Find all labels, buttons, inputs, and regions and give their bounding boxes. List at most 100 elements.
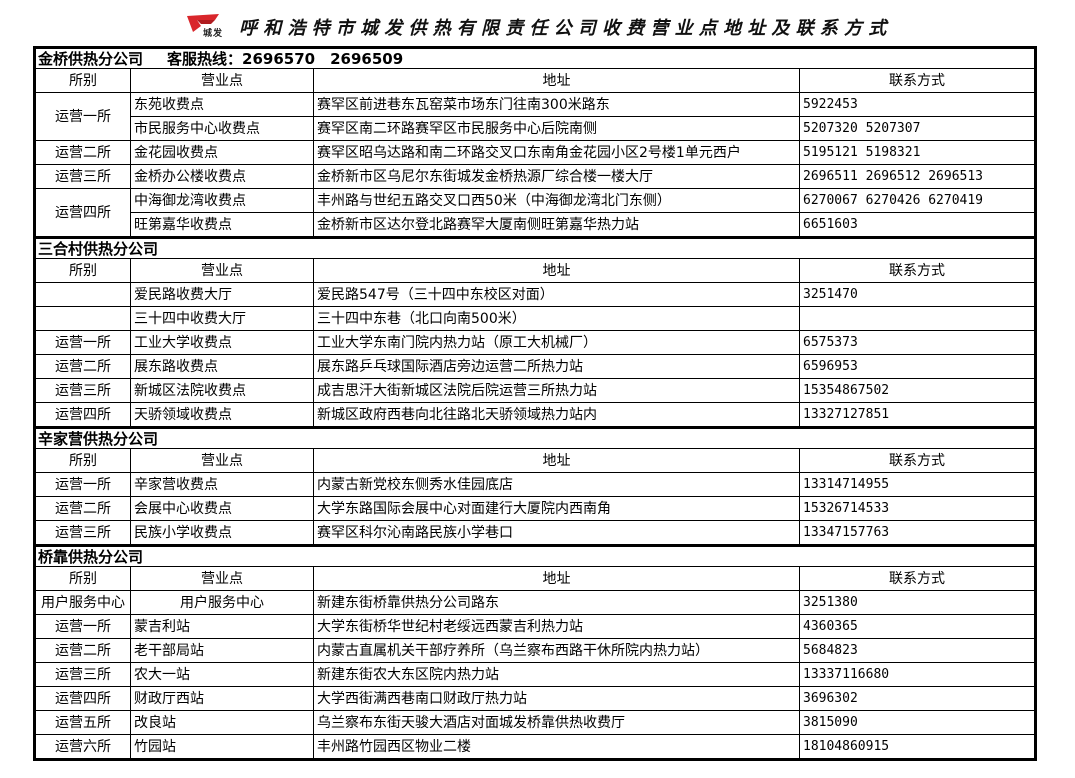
fee-point-cell: 市民服务中心收费点 — [130, 116, 314, 141]
section-title-cell: 金桥供热分公司 客服热线：2696570 2696509 — [33, 47, 1037, 69]
table-row: 爱民路收费大厅 爱民路547号（三十四中东校区对面） 3251470 — [34, 282, 1037, 307]
col-header-address: 地址 — [313, 448, 800, 473]
col-header-contact: 联系方式 — [798, 68, 1037, 93]
col-header-dept: 所别 — [34, 566, 131, 591]
dept-cell: 运营一所 — [34, 330, 131, 355]
contact-cell: 5195121 5198321 — [798, 140, 1037, 165]
contact-cell: 13337116680 — [798, 662, 1037, 687]
col-header-point: 营业点 — [130, 566, 314, 591]
fee-point-cell: 会展中心收费点 — [130, 496, 314, 521]
address-cell: 赛罕区南二环路赛罕区市民服务中心后院南侧 — [313, 116, 800, 141]
table-row: 运营六所 竹园站 丰州路竹园西区物业二楼 18104860915 — [34, 734, 1037, 760]
address-cell: 丰州路与世纪五路交叉口西50米（中海御龙湾北门东侧） — [313, 188, 800, 213]
address-cell: 大学东街桥华世纪村老绥远西蒙吉利热力站 — [313, 614, 800, 639]
dept-cell: 运营二所 — [34, 638, 131, 663]
dept-cell: 运营二所 — [34, 496, 131, 521]
logo-swoosh-icon — [187, 14, 219, 32]
table-row: 运营四所 中海御龙湾收费点 丰州路与世纪五路交叉口西50米（中海御龙湾北门东侧） 62… — [34, 188, 1037, 238]
fee-point-cell: 中海御龙湾收费点 — [130, 188, 314, 213]
table-row: 用户服务中心 用户服务中心 新建东街桥靠供热分公司路东 3251380 — [34, 590, 1037, 615]
fee-point-cell: 财政厅西站 — [130, 686, 314, 711]
contact-cell: 6651603 — [798, 212, 1037, 238]
address-cell: 三十四中东巷（北口向南500米） — [313, 306, 800, 331]
contact-cell: 4360365 — [798, 614, 1037, 639]
fee-point-cell: 老干部局站 — [130, 638, 314, 663]
contact-cell: 5922453 — [798, 92, 1037, 117]
table-row: 运营二所 金花园收费点 赛罕区昭乌达路和南二环路交叉口东南角金花园小区2号楼1单元西… — [34, 140, 1037, 165]
table-row: 运营四所 财政厅西站 大学西街满西巷南口财政厅热力站 3696302 — [34, 686, 1037, 711]
fee-point-cell: 用户服务中心 — [130, 590, 314, 615]
address-cell: 新建东街桥靠供热分公司路东 — [313, 590, 800, 615]
address-cell: 展东路乒乓球国际酒店旁边运营二所热力站 — [313, 354, 800, 379]
dept-cell: 运营三所 — [34, 164, 131, 189]
section-name: 三合村供热分公司 — [38, 239, 159, 258]
fee-point-cell: 展东路收费点 — [130, 354, 314, 379]
fee-point-cell: 新城区法院收费点 — [130, 378, 314, 403]
table-row: 运营一所 东苑收费点 赛罕区前进巷东瓦窑菜市场东门往南300米路东 5922453 — [34, 92, 1037, 141]
contact-cell: 13314714955 — [798, 472, 1037, 497]
col-header-contact: 联系方式 — [798, 566, 1037, 591]
table-row: 运营五所 改良站 乌兰察布东街天骏大酒店对面城发桥靠供热收费厅 3815090 — [34, 710, 1037, 735]
col-header-point: 营业点 — [130, 68, 314, 93]
col-header-dept: 所别 — [34, 68, 131, 93]
column-header-row: 所别 营业点 地址 联系方式 — [34, 258, 1037, 283]
dept-cell — [34, 282, 131, 307]
page-title: 呼和浩特市城发供热有限责任公司收费营业点地址及联系方式 — [239, 18, 893, 39]
column-header-row: 所别 营业点 地址 联系方式 — [34, 448, 1037, 473]
address-cell: 内蒙古直属机关干部疗养所（乌兰察布西路干休所院内热力站） — [313, 638, 800, 663]
table-row: 运营一所 蒙吉利站 大学东街桥华世纪村老绥远西蒙吉利热力站 4360365 — [34, 614, 1037, 639]
dept-cell: 运营四所 — [34, 188, 131, 238]
fee-point-cell: 金花园收费点 — [130, 140, 314, 165]
dept-cell — [34, 306, 131, 331]
fee-point-cell: 天骄领域收费点 — [130, 402, 314, 428]
table-row: 运营三所 民族小学收费点 赛罕区科尔沁南路民族小学巷口 13347157763 — [34, 520, 1037, 546]
fee-point-cell: 改良站 — [130, 710, 314, 735]
dept-cell: 运营四所 — [34, 686, 131, 711]
dept-cell: 运营六所 — [34, 734, 131, 760]
table-row: 运营三所 新城区法院收费点 成吉思汗大街新城区法院后院运营三所热力站 15354867… — [34, 378, 1037, 403]
fee-point-cell: 工业大学收费点 — [130, 330, 314, 355]
fee-point-cell: 蒙吉利站 — [130, 614, 314, 639]
table-row: 运营四所 天骄领域收费点 新城区政府西巷向北往路北天骄领域热力站内 133271278… — [34, 402, 1037, 428]
dept-cell: 运营一所 — [34, 472, 131, 497]
table-row: 市民服务中心收费点 赛罕区南二环路赛罕区市民服务中心后院南侧 5207320 520… — [35, 116, 1037, 141]
logo-text: 城发 — [203, 29, 224, 39]
dept-cell: 运营一所 — [34, 614, 131, 639]
col-header-contact: 联系方式 — [798, 258, 1037, 283]
contact-cell — [798, 306, 1037, 331]
col-header-contact: 联系方式 — [798, 448, 1037, 473]
address-cell: 新建东街农大东区院内热力站 — [313, 662, 800, 687]
col-header-dept: 所别 — [34, 448, 131, 473]
address-cell: 工业大学东南门院内热力站（原工大机械厂） — [313, 330, 800, 355]
address-cell: 赛罕区科尔沁南路民族小学巷口 — [313, 520, 800, 546]
address-cell: 成吉思汗大街新城区法院后院运营三所热力站 — [313, 378, 800, 403]
fee-point-cell: 农大一站 — [130, 662, 314, 687]
table-row: 运营三所 农大一站 新建东街农大东区院内热力站 13337116680 — [34, 662, 1037, 687]
service-hotline: 客服热线：2696570 2696509 — [167, 49, 404, 68]
address-cell: 丰州路竹园西区物业二楼 — [313, 734, 800, 760]
col-header-point: 营业点 — [130, 448, 314, 473]
table-row: 旺第嘉华收费点 金桥新市区达尔登北路赛罕大厦南侧旺第嘉华热力站 6651603 — [35, 212, 1037, 238]
table-row: 运营二所 会展中心收费点 大学东路国际会展中心对面建行大厦院内西南角 15326714… — [34, 496, 1037, 521]
contact-cell: 3251380 — [798, 590, 1037, 615]
contact-cell: 15326714533 — [798, 496, 1037, 521]
column-header-row: 所别 营业点 地址 联系方式 — [34, 566, 1037, 591]
contact-cell: 13347157763 — [798, 520, 1037, 546]
dept-cell: 运营三所 — [34, 378, 131, 403]
fee-point-cell: 金桥办公楼收费点 — [130, 164, 314, 189]
page-header: 城发 呼和浩特市城发供热有限责任公司收费营业点地址及联系方式 — [185, 10, 892, 44]
address-cell: 金桥新市区达尔登北路赛罕大厦南侧旺第嘉华热力站 — [313, 212, 800, 238]
dept-cell: 运营二所 — [34, 140, 131, 165]
fee-point-cell: 竹园站 — [130, 734, 314, 760]
contact-cell: 6596953 — [798, 354, 1037, 379]
fee-point-cell: 爱民路收费大厅 — [130, 282, 314, 307]
dept-cell: 运营五所 — [34, 710, 131, 735]
address-cell: 内蒙古新党校东侧秀水佳园底店 — [313, 472, 800, 497]
fee-points-table: 金桥供热分公司 客服热线：2696570 2696509 所别 营业点 地址 联系方式 运营… — [33, 46, 1038, 761]
address-cell: 赛罕区前进巷东瓦窑菜市场东门往南300米路东 — [313, 92, 800, 117]
address-cell: 乌兰察布东街天骏大酒店对面城发桥靠供热收费厅 — [313, 710, 800, 735]
contact-cell: 5207320 5207307 — [798, 116, 1037, 141]
contact-cell: 6575373 — [798, 330, 1037, 355]
contact-cell: 3251470 — [798, 282, 1037, 307]
address-cell: 大学西街满西巷南口财政厅热力站 — [313, 686, 800, 711]
